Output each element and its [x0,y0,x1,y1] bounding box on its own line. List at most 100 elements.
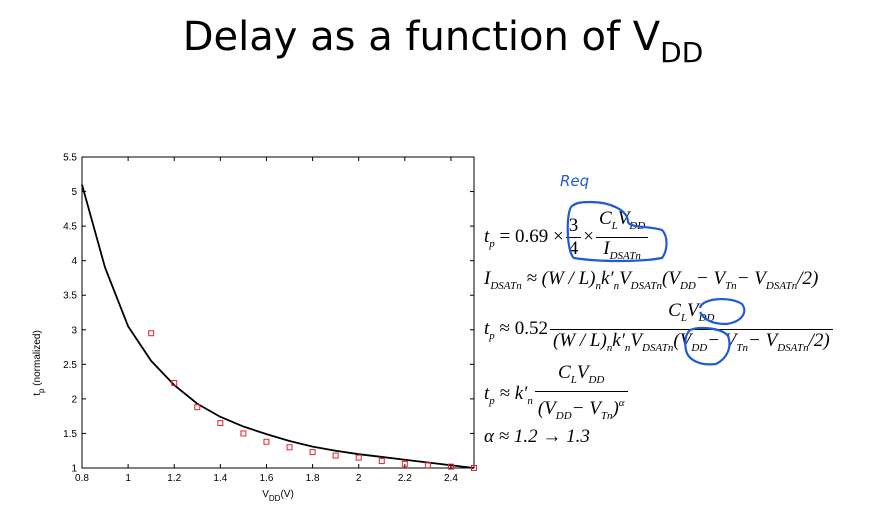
eq2-rhs-2-sub: n [613,280,620,292]
data-point-marker [332,452,339,459]
eq3-num-b: V [686,300,699,321]
eq3-den-2: k′ [612,330,625,351]
data-point-marker [171,379,178,386]
eq4-num-a: C [558,362,571,383]
eq1-num-b-sub: DD [629,220,646,232]
x-tick-label: 1 [125,473,131,484]
eq1-coef: = 0.69 × [499,225,564,247]
eq1-frac-den: 4 [568,238,579,259]
eq3-den-6-sub: DSATn [777,342,809,354]
x-axis-label: VDD(V) [262,489,294,503]
y-tick-label: 3 [71,325,77,336]
eq2-rhs-1: ≈ (W / L) [526,268,596,289]
x-label-main: V [262,489,269,500]
eq4-den-2: − V [571,398,601,419]
y-tick-label: 1 [71,464,77,475]
eq4-num-a-sub: L [570,374,577,386]
equation-5: α ≈ 1.2 → 1.3 [484,426,590,448]
eq3-den-1-sub: n [606,342,613,354]
eq3-frac: CLVDD (W / L)nk′nVDSATn(VDD− VTn− VDSATn/… [549,300,833,359]
eq2-rhs-4: (V [662,268,680,289]
data-point-marker [355,454,362,461]
data-point-marker [424,462,431,469]
x-tick-label: 2 [356,473,362,484]
title-subscript: DD [660,36,704,69]
svg-text:VDD(V): VDD(V) [262,489,294,503]
y-label-main: t [32,393,43,396]
equation-4: tp ≈ k′n CLVDD (VDD− VTn)α [484,362,630,427]
eq2-rhs-5: − V [695,268,726,289]
eq5-text: α ≈ 1.2 → 1.3 [484,426,590,447]
y-tick-label: 4 [71,256,77,267]
eq1-lhs-sub: p [489,237,495,250]
x-tick-label: 2.2 [398,473,412,484]
eq2-rhs-6: − V [736,268,766,289]
equation-2: IDSATn ≈ (W / L)nk′nVDSATn(VDD− VTn− VDS… [484,268,818,292]
data-point-marker [471,465,477,471]
eq4-den-2-sub: Tn [600,410,613,422]
eq1-num-a: C [598,208,612,229]
eq2-rhs-4-sub: DD [679,280,696,292]
eq3-den-1: (W / L) [552,330,607,351]
eq1-den-sub: DSATn [609,250,641,262]
data-point-marker [240,430,247,437]
y-tick-label: 5.5 [63,153,77,164]
x-label-sub: DD [269,494,281,503]
eq4-coef-sub: n [527,394,533,407]
x-tick-label: 1.2 [167,473,181,484]
eq3-den-4-sub: DD [691,342,708,354]
delay-chart: tp (normalized) VDD(V) 0.8 1 1.2 1.4 1.6 1.8 2… [32,153,477,503]
data-point-marker [263,438,270,445]
eq4-den-1-sub: DD [555,410,572,422]
y-tick-label: 1.5 [63,429,77,440]
eq3-num-b-sub: DD [698,312,715,324]
eq3-den-5: − V [707,330,737,351]
eq4-den-3: ) [612,398,619,419]
data-point-marker [217,420,224,427]
eq2-rhs-2: k′ [600,268,614,289]
x-tick-label: 0.8 [75,473,89,484]
equation-1: tp = 0.69 × 3 4 × CLVDD IDSATn [484,208,650,267]
y-label-rest: (normalized) [32,330,43,386]
y-tick-label: 4.5 [63,222,77,233]
eq4-lhs: t [484,382,490,404]
y-tick-label: 2 [71,394,77,405]
x-tick-label: 2.4 [444,473,458,484]
data-point-marker [378,458,385,465]
eq3-lhs: t [484,317,490,339]
eq3-lhs-sub: p [489,329,495,342]
x-tick-label: 1.6 [260,473,274,484]
eq4-frac: CLVDD (VDD− VTn)α [534,362,628,427]
eq4-coef: ≈ k′ [499,382,528,404]
eq2-lhs-sub: DSATn [490,280,522,292]
title-main: Delay as a function of V [182,14,661,60]
eq2-rhs-1-sub: n [595,280,601,292]
eq2-rhs-7: /2) [797,268,819,289]
eq1-num-b: V [617,208,630,229]
data-point-marker [148,330,155,337]
eq3-coef: ≈ 0.52 [499,317,548,339]
eq4-num-b: V [576,362,589,383]
eq4-num-b-sub: DD [588,374,605,386]
plot-frame [81,156,475,469]
eq1-lhs: t [484,225,490,247]
x-label-unit: (V) [280,489,293,500]
eq2-lhs: I [484,268,491,289]
data-point-marker [447,463,454,470]
y-label-sub: p [37,388,46,393]
svg-text:tp (normalized): tp (normalized) [32,330,46,396]
y-tick-label: 3.5 [63,291,77,302]
data-point-marker [309,449,316,456]
eq2-rhs-3: V [619,268,631,289]
data-point-marker [401,460,408,467]
eq1-frac: CLVDD IDSATn [595,208,649,267]
y-tick-label: 2.5 [63,360,77,371]
eq3-den-3-sub: DSATn [642,342,674,354]
data-point-marker [286,444,293,451]
eq3-den-4: (V [673,330,692,351]
y-axis-label: tp (normalized) [32,330,46,396]
x-tick-label: 1.8 [306,473,320,484]
eq3-den-6: − V [748,330,778,351]
y-tick-label: 5 [71,187,77,198]
